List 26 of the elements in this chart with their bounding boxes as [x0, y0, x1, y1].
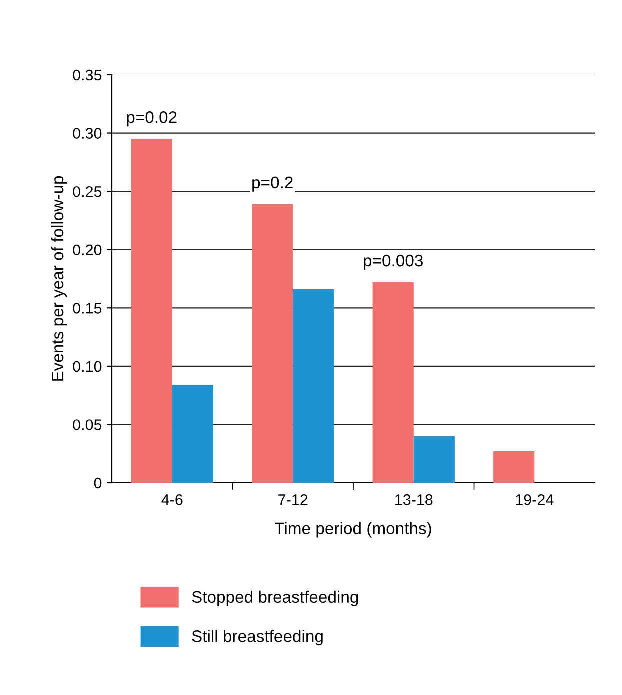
x-tick-label: 7-12	[278, 494, 308, 506]
bar	[172, 385, 214, 483]
annotation: p=0.2	[252, 176, 293, 192]
bar	[494, 452, 535, 483]
x-tick-label: 13-18	[396, 494, 433, 506]
bar	[414, 436, 455, 483]
y-tick-label: 0.10	[73, 361, 102, 372]
y-tick-label: 0.05	[73, 420, 102, 430]
y-tick-label: 0.30	[73, 128, 102, 139]
legend-label: Stopped breastfeeding	[192, 590, 358, 606]
y-tick-label: 0.25	[73, 186, 102, 198]
bar	[252, 204, 294, 483]
y-tick-label: 0	[94, 478, 102, 489]
y-tick-label: 0.20	[73, 244, 102, 256]
annotation: p=0.003	[364, 254, 423, 270]
bar	[293, 289, 334, 483]
y-axis-title: Events per year of follow-up	[51, 176, 67, 381]
annotation: p=0.02	[127, 112, 177, 127]
x-tick-label: 19-24	[516, 494, 554, 506]
y-tick-label: 0.15	[73, 303, 102, 314]
bar	[131, 139, 172, 483]
bar	[372, 282, 414, 483]
x-axis-title: Time period (months)	[275, 522, 432, 538]
x-tick-label: 4-6	[162, 494, 183, 506]
y-tick-label: 0.35	[73, 70, 102, 81]
legend-label: Still breastfeeding	[192, 630, 323, 646]
